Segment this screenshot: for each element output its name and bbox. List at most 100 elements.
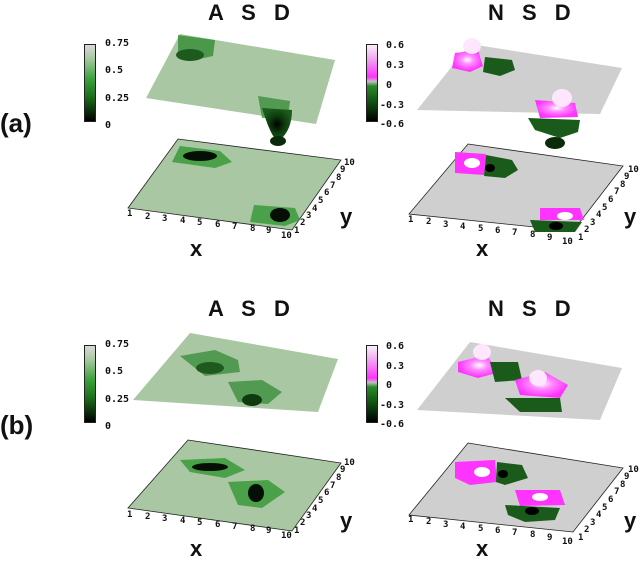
svg-text:10: 10: [628, 165, 639, 175]
nsd-surface-a: [417, 38, 622, 149]
y-axis-label-asd-b: y: [340, 508, 353, 533]
svg-text:4: 4: [180, 516, 186, 526]
nsd-cbar-tick: -0.6: [380, 419, 405, 430]
svg-text:2: 2: [584, 525, 589, 535]
svg-text:5: 5: [602, 203, 607, 213]
svg-text:9: 9: [547, 233, 552, 243]
svg-text:4: 4: [460, 522, 466, 532]
svg-text:5: 5: [478, 224, 483, 234]
svg-text:1: 1: [408, 215, 413, 225]
svg-text:3: 3: [590, 518, 595, 528]
asd-cbar-tick: 0: [105, 120, 112, 131]
svg-text:7: 7: [512, 228, 517, 238]
svg-text:3: 3: [162, 214, 167, 224]
nsd-cbar-tick: 0: [386, 80, 393, 91]
svg-text:6: 6: [324, 188, 329, 198]
y-axis-label-nsd-a: y: [624, 204, 637, 229]
svg-text:9: 9: [624, 172, 629, 182]
svg-text:10: 10: [628, 465, 639, 475]
asd-cbar-tick: 0.5: [105, 366, 124, 377]
svg-text:1: 1: [578, 533, 583, 543]
x-axis-label-asd-a: x: [190, 236, 203, 261]
nsd-cbar-tick: 0.6: [386, 40, 405, 51]
svg-text:4: 4: [180, 216, 186, 226]
svg-text:2: 2: [145, 212, 150, 222]
svg-text:7: 7: [330, 481, 335, 491]
svg-text:9: 9: [340, 465, 345, 475]
x-axis-label-nsd-a: x: [476, 236, 489, 261]
nsd-title-top: N S D: [488, 0, 577, 25]
svg-text:8: 8: [620, 180, 625, 190]
svg-text:2: 2: [426, 517, 431, 527]
svg-text:10: 10: [281, 531, 292, 541]
svg-text:3: 3: [590, 218, 595, 228]
svg-text:4: 4: [460, 222, 466, 232]
svg-text:3: 3: [306, 511, 311, 521]
svg-text:3: 3: [162, 514, 167, 524]
svg-text:8: 8: [620, 480, 625, 490]
svg-text:8: 8: [336, 473, 341, 483]
svg-text:3: 3: [443, 220, 448, 230]
svg-text:8: 8: [336, 173, 341, 183]
svg-text:8: 8: [530, 230, 535, 240]
svg-text:10: 10: [281, 231, 292, 241]
nsd-surface-b: [417, 342, 622, 420]
svg-text:1: 1: [127, 510, 132, 520]
svg-text:10: 10: [562, 537, 573, 547]
asd-surface-b: [133, 333, 338, 412]
svg-text:6: 6: [608, 195, 613, 205]
panel-label-a: (a): [0, 108, 32, 138]
svg-text:1: 1: [578, 233, 583, 243]
asd-cbar-tick: 0.75: [105, 339, 130, 350]
asd-cbar-tick: 0.25: [105, 394, 130, 405]
asd-cbar-tick: 0: [105, 421, 112, 432]
panel-label-b: (b): [0, 410, 34, 440]
svg-text:9: 9: [547, 533, 552, 543]
svg-text:9: 9: [266, 526, 271, 536]
svg-text:3: 3: [306, 211, 311, 221]
svg-text:9: 9: [624, 472, 629, 482]
svg-text:8: 8: [530, 530, 535, 540]
svg-text:6: 6: [324, 488, 329, 498]
asd-cbar-tick: 0.25: [105, 93, 130, 104]
nsd-cbar-tick: -0.3: [380, 400, 405, 411]
svg-text:5: 5: [318, 196, 323, 206]
nsd-cbar-tick: 0: [386, 380, 393, 391]
svg-text:1: 1: [408, 515, 413, 525]
nsd-cbar-tick: 0.3: [386, 361, 405, 372]
asd-title-top: A S D: [208, 0, 296, 25]
nsd-cbar-tick: 0.6: [386, 341, 405, 352]
asd-title-bottom: A S D: [208, 296, 296, 321]
asd-cbar-tick: 0.5: [105, 65, 124, 76]
y-axis-label-asd-a: y: [340, 204, 353, 229]
nsd-cbar-tick: 0.3: [386, 60, 405, 71]
nsd-colorbar-b: [366, 345, 378, 423]
x-tick: 1: [127, 209, 132, 219]
svg-text:5: 5: [197, 518, 202, 528]
nsd-colorbar-a: [366, 44, 378, 122]
svg-text:9: 9: [266, 226, 271, 236]
nsd-cbar-tick: -0.3: [380, 100, 405, 111]
svg-text:6: 6: [215, 520, 220, 530]
svg-text:7: 7: [232, 222, 237, 232]
svg-text:9: 9: [340, 165, 345, 175]
svg-text:5: 5: [602, 503, 607, 513]
asd-colorbar-a: [84, 44, 96, 122]
svg-text:8: 8: [250, 224, 255, 234]
svg-text:1: 1: [294, 526, 299, 536]
svg-text:6: 6: [495, 526, 500, 536]
asd-surface-a: [146, 34, 335, 146]
svg-text:5: 5: [197, 218, 202, 228]
svg-text:7: 7: [232, 522, 237, 532]
nsd-title-bottom: N S D: [488, 296, 577, 321]
y-axis-label-nsd-b: y: [624, 508, 637, 533]
svg-text:10: 10: [344, 458, 355, 468]
svg-text:10: 10: [562, 237, 573, 247]
svg-text:6: 6: [215, 220, 220, 230]
svg-text:2: 2: [584, 225, 589, 235]
svg-text:7: 7: [330, 181, 335, 191]
svg-text:2: 2: [300, 518, 305, 528]
